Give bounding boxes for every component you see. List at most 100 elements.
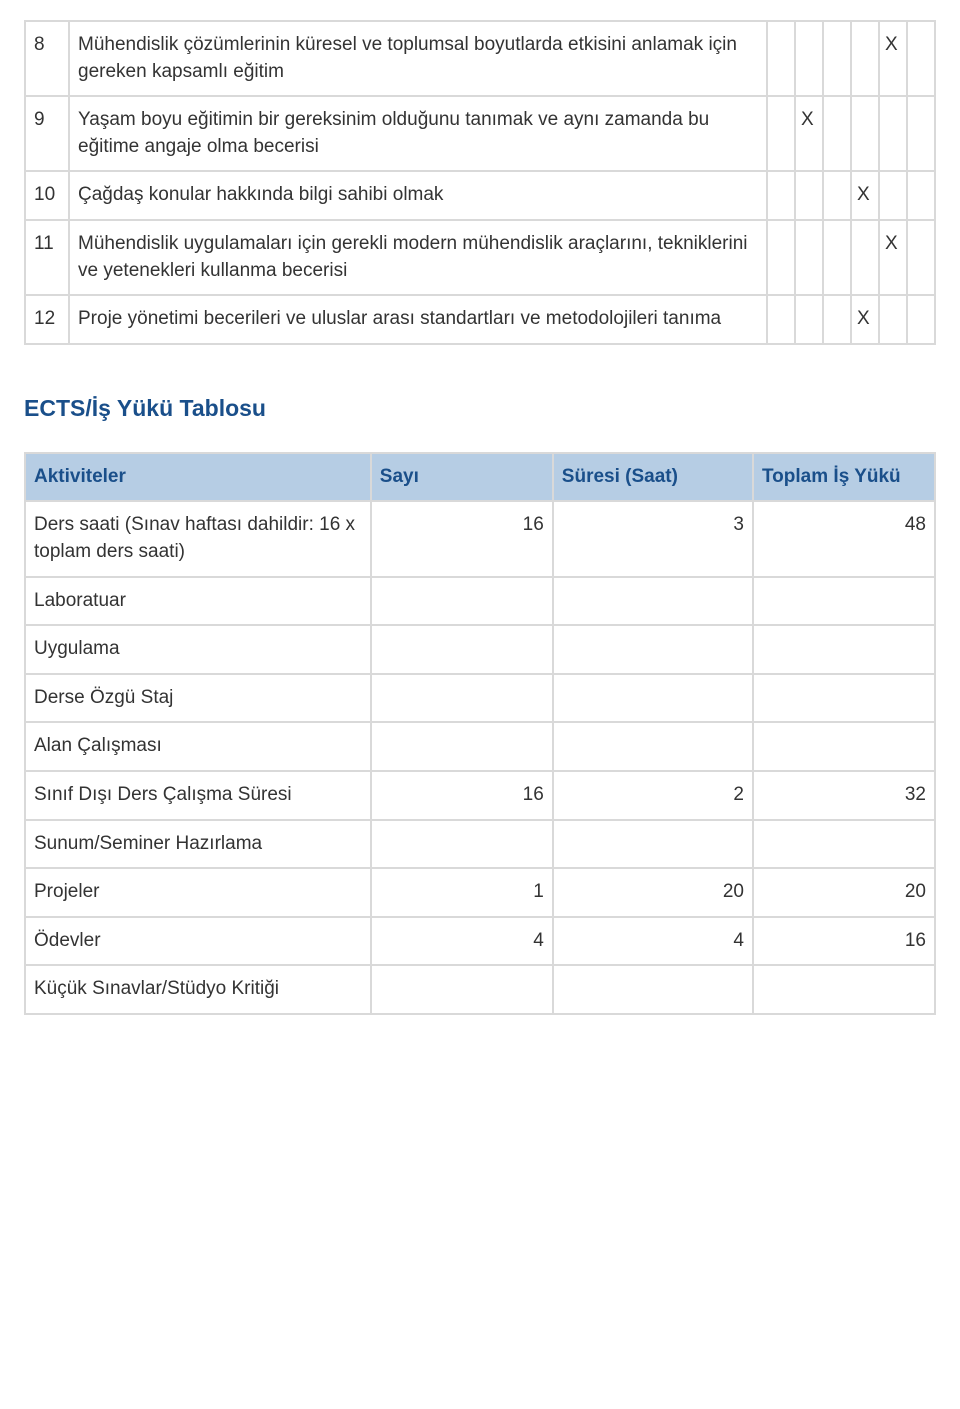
outcome-mark-cell <box>767 21 795 96</box>
outcome-mark-cell <box>795 220 823 295</box>
outcome-mark-cell <box>767 295 795 344</box>
outcome-mark-cell <box>823 21 851 96</box>
outcome-mark-cell: X <box>879 21 907 96</box>
ects-total: 20 <box>753 868 935 917</box>
ects-activity: Sunum/Seminer Hazırlama <box>25 820 371 869</box>
ects-count <box>371 820 553 869</box>
outcomes-table: 8Mühendislik çözümlerinin küresel ve top… <box>24 20 936 345</box>
ects-count <box>371 577 553 626</box>
ects-row: Projeler12020 <box>25 868 935 917</box>
ects-total <box>753 722 935 771</box>
outcome-mark-cell <box>851 96 879 171</box>
outcome-description: Çağdaş konular hakkında bilgi sahibi olm… <box>69 171 767 220</box>
ects-table: Aktiviteler Sayı Süresi (Saat) Toplam İş… <box>24 452 936 1015</box>
outcome-mark-cell <box>767 96 795 171</box>
outcome-number: 9 <box>25 96 69 171</box>
outcome-mark-cell <box>767 171 795 220</box>
ects-activity: Projeler <box>25 868 371 917</box>
ects-total: 32 <box>753 771 935 820</box>
ects-activity: Ders saati (Sınav haftası dahildir: 16 x… <box>25 501 371 576</box>
ects-total <box>753 625 935 674</box>
ects-total <box>753 674 935 723</box>
ects-count <box>371 965 553 1014</box>
outcome-mark-cell <box>767 220 795 295</box>
ects-total: 16 <box>753 917 935 966</box>
ects-header-activity: Aktiviteler <box>25 453 371 502</box>
ects-row: Laboratuar <box>25 577 935 626</box>
outcome-mark-cell <box>795 295 823 344</box>
outcome-mark-cell: X <box>879 220 907 295</box>
ects-duration: 20 <box>553 868 753 917</box>
outcome-description: Mühendislik uygulamaları için gerekli mo… <box>69 220 767 295</box>
outcome-number: 8 <box>25 21 69 96</box>
outcome-mark-cell <box>907 21 935 96</box>
outcome-description: Proje yönetimi becerileri ve uluslar ara… <box>69 295 767 344</box>
outcome-mark-cell <box>879 295 907 344</box>
outcome-row: 9Yaşam boyu eğitimin bir gereksinim oldu… <box>25 96 935 171</box>
outcome-number: 12 <box>25 295 69 344</box>
ects-row: Derse Özgü Staj <box>25 674 935 723</box>
ects-count <box>371 625 553 674</box>
outcome-mark-cell: X <box>851 295 879 344</box>
ects-header-total: Toplam İş Yükü <box>753 453 935 502</box>
ects-activity: Alan Çalışması <box>25 722 371 771</box>
ects-section-title: ECTS/İş Yükü Tablosu <box>24 395 936 422</box>
ects-row: Ödevler4416 <box>25 917 935 966</box>
outcome-mark-cell: X <box>795 96 823 171</box>
outcome-mark-cell <box>879 96 907 171</box>
ects-header-duration: Süresi (Saat) <box>553 453 753 502</box>
outcome-number: 10 <box>25 171 69 220</box>
ects-duration: 2 <box>553 771 753 820</box>
outcome-row: 10Çağdaş konular hakkında bilgi sahibi o… <box>25 171 935 220</box>
ects-count <box>371 674 553 723</box>
outcome-row: 12Proje yönetimi becerileri ve uluslar a… <box>25 295 935 344</box>
ects-header-row: Aktiviteler Sayı Süresi (Saat) Toplam İş… <box>25 453 935 502</box>
ects-total: 48 <box>753 501 935 576</box>
ects-duration <box>553 625 753 674</box>
ects-count: 16 <box>371 501 553 576</box>
outcome-description: Mühendislik çözümlerinin küresel ve topl… <box>69 21 767 96</box>
ects-count: 4 <box>371 917 553 966</box>
ects-count: 1 <box>371 868 553 917</box>
ects-row: Sunum/Seminer Hazırlama <box>25 820 935 869</box>
ects-duration: 4 <box>553 917 753 966</box>
ects-row: Ders saati (Sınav haftası dahildir: 16 x… <box>25 501 935 576</box>
ects-total <box>753 577 935 626</box>
ects-total <box>753 820 935 869</box>
ects-activity: Sınıf Dışı Ders Çalışma Süresi <box>25 771 371 820</box>
outcome-mark-cell <box>851 220 879 295</box>
ects-row: Alan Çalışması <box>25 722 935 771</box>
outcome-mark-cell <box>907 96 935 171</box>
ects-count <box>371 722 553 771</box>
ects-duration <box>553 722 753 771</box>
outcome-number: 11 <box>25 220 69 295</box>
outcome-mark-cell <box>823 171 851 220</box>
outcome-description: Yaşam boyu eğitimin bir gereksinim olduğ… <box>69 96 767 171</box>
ects-duration <box>553 577 753 626</box>
ects-activity: Derse Özgü Staj <box>25 674 371 723</box>
ects-total <box>753 965 935 1014</box>
outcome-mark-cell <box>795 21 823 96</box>
outcome-row: 8Mühendislik çözümlerinin küresel ve top… <box>25 21 935 96</box>
outcome-mark-cell <box>907 171 935 220</box>
outcome-mark-cell <box>851 21 879 96</box>
ects-duration <box>553 965 753 1014</box>
outcome-mark-cell <box>823 295 851 344</box>
ects-duration <box>553 820 753 869</box>
outcome-mark-cell <box>823 220 851 295</box>
outcome-mark-cell <box>907 220 935 295</box>
outcome-row: 11Mühendislik uygulamaları için gerekli … <box>25 220 935 295</box>
outcome-mark-cell <box>879 171 907 220</box>
ects-duration <box>553 674 753 723</box>
ects-activity: Küçük Sınavlar/Stüdyo Kritiği <box>25 965 371 1014</box>
ects-row: Küçük Sınavlar/Stüdyo Kritiği <box>25 965 935 1014</box>
ects-activity: Laboratuar <box>25 577 371 626</box>
ects-duration: 3 <box>553 501 753 576</box>
outcome-mark-cell <box>823 96 851 171</box>
ects-count: 16 <box>371 771 553 820</box>
ects-header-count: Sayı <box>371 453 553 502</box>
outcome-mark-cell <box>795 171 823 220</box>
outcome-mark-cell <box>907 295 935 344</box>
ects-activity: Uygulama <box>25 625 371 674</box>
ects-row: Sınıf Dışı Ders Çalışma Süresi16232 <box>25 771 935 820</box>
